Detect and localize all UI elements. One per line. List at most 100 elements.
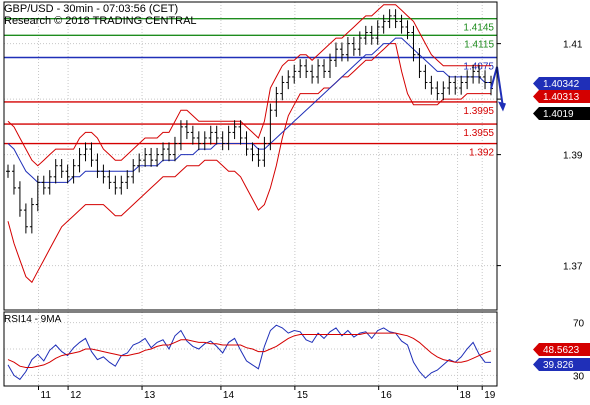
x-tick-label: 12 bbox=[70, 390, 82, 400]
x-tick-label: 13 bbox=[144, 390, 156, 400]
price-bar bbox=[190, 125, 195, 145]
rsi-series-rsi14 bbox=[7, 324, 492, 381]
rsi-value-box-pointer bbox=[533, 343, 539, 356]
x-tick-label: 14 bbox=[223, 390, 235, 400]
price-bar bbox=[429, 75, 434, 95]
price-bar bbox=[357, 31, 362, 56]
price-bar bbox=[167, 142, 171, 162]
lower-band-line bbox=[7, 43, 491, 284]
price-bar bbox=[161, 142, 166, 162]
copyright-text: Research © 2018 TRADING CENTRAL bbox=[4, 15, 197, 27]
price-bar bbox=[101, 164, 106, 184]
price-bar bbox=[202, 131, 207, 151]
price-box-pointer bbox=[533, 90, 539, 103]
moving-average-line bbox=[7, 37, 491, 183]
price-box bbox=[539, 90, 590, 103]
x-tick-label: 16 bbox=[381, 390, 393, 400]
price-bar bbox=[178, 120, 183, 151]
rsi-value-box-label: 39.826 bbox=[543, 360, 574, 371]
price-bar bbox=[47, 170, 52, 195]
price-bar bbox=[304, 59, 309, 79]
rsi-tick-label: 70 bbox=[573, 319, 585, 330]
price-bar bbox=[339, 42, 344, 62]
moving-average bbox=[7, 37, 491, 183]
main-gridlines bbox=[4, 2, 497, 310]
rsi-value-box-label: 48.5623 bbox=[543, 345, 580, 356]
price-bar bbox=[483, 70, 488, 90]
rsi-value-box-pointer bbox=[533, 358, 539, 371]
price-box-label: 1.40313 bbox=[543, 92, 580, 103]
price-bar bbox=[214, 125, 219, 145]
price-bar bbox=[137, 153, 142, 173]
price-bar bbox=[441, 81, 446, 101]
price-bar bbox=[477, 64, 482, 84]
price-bar bbox=[363, 25, 368, 45]
rsi-plot-frame bbox=[3, 311, 498, 387]
price-bar bbox=[250, 142, 255, 162]
level-label: 1.392 bbox=[469, 148, 494, 159]
bollinger-bands bbox=[7, 4, 491, 284]
price-bar bbox=[471, 64, 476, 84]
price-box-label: 1.40342 bbox=[543, 79, 580, 90]
price-bar bbox=[208, 125, 213, 145]
price-bar bbox=[393, 9, 398, 29]
price-bar bbox=[381, 14, 386, 34]
price-bar bbox=[292, 64, 297, 84]
price-bar bbox=[220, 131, 225, 151]
price-bar bbox=[298, 59, 303, 79]
price-bar bbox=[459, 75, 464, 95]
rsi-value-box bbox=[539, 358, 590, 371]
price-bar bbox=[375, 20, 380, 45]
price-bar bbox=[107, 170, 112, 190]
price-bar bbox=[423, 64, 428, 90]
rsi-tick-label: 30 bbox=[573, 371, 585, 382]
price-bar bbox=[256, 147, 261, 167]
main-plot-frame bbox=[3, 1, 498, 311]
projection bbox=[490, 66, 506, 112]
price-bar bbox=[435, 81, 440, 101]
price-box-label: 1.4019 bbox=[543, 109, 574, 120]
price-bar bbox=[196, 131, 201, 151]
price-bar bbox=[113, 175, 118, 195]
level-label: 1.4145 bbox=[463, 23, 494, 34]
price-bar bbox=[11, 164, 16, 195]
price-bar bbox=[29, 197, 34, 234]
value-boxes: 1.40342 1.40313 1.4019 48.5623 39.826 bbox=[533, 77, 590, 371]
price-bar bbox=[280, 75, 285, 101]
price-bar bbox=[453, 75, 458, 95]
price-bar bbox=[333, 42, 338, 67]
y-tick-label: 1.37 bbox=[563, 262, 583, 273]
price-bar bbox=[322, 59, 327, 79]
price-bar bbox=[268, 103, 273, 151]
chart-title: GBP/USD - 30min - 07:03:56 (CET) bbox=[4, 3, 178, 15]
y-tick-label: 1.41 bbox=[563, 40, 583, 51]
price-bar bbox=[387, 9, 392, 29]
price-bar bbox=[119, 175, 124, 195]
price-bar bbox=[172, 136, 177, 162]
price-bar bbox=[351, 36, 356, 56]
price-bar bbox=[238, 120, 243, 145]
upper-band-line bbox=[7, 4, 491, 167]
price-bar bbox=[274, 86, 279, 117]
price-bar bbox=[149, 147, 154, 167]
price-bar bbox=[53, 159, 58, 184]
price-bar bbox=[345, 36, 350, 62]
rsi-value-box bbox=[539, 343, 590, 356]
price-bar bbox=[184, 120, 189, 140]
x-tick-label: 19 bbox=[484, 390, 496, 400]
price-bar bbox=[328, 53, 332, 79]
price-bar bbox=[143, 147, 148, 167]
price-bar bbox=[17, 181, 22, 217]
price-bar bbox=[226, 125, 231, 151]
price-bar bbox=[417, 48, 422, 79]
rsi-title: RSI14 - 9MA bbox=[4, 314, 62, 325]
price-box bbox=[539, 107, 590, 120]
price-bar bbox=[77, 147, 82, 173]
price-box bbox=[539, 77, 590, 90]
price-bar bbox=[6, 164, 10, 178]
level-label: 1.3955 bbox=[463, 128, 494, 139]
price-bar bbox=[310, 64, 315, 84]
price-box-pointer bbox=[533, 77, 539, 90]
